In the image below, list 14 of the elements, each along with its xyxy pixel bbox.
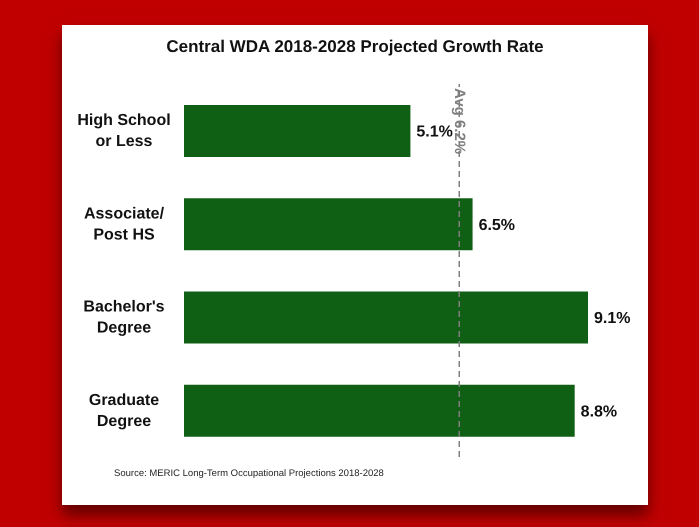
y-tick-label: Associate/ Post HS xyxy=(84,204,165,243)
bar xyxy=(184,292,588,344)
data-label: 9.1% xyxy=(594,310,630,328)
data-label: 5.1% xyxy=(416,124,453,141)
bar xyxy=(184,105,410,157)
chart-title: Central WDA 2018-2028 Projected Growth Rate xyxy=(165,37,545,57)
y-tick-label: Graduate Degree xyxy=(88,391,160,430)
y-tick-label: High School or Less xyxy=(77,112,171,150)
source-note: Source: MERIC Long-Term Occupational Projections 2018-2028 xyxy=(114,468,384,479)
data-label: 6.5% xyxy=(478,216,516,234)
bar xyxy=(184,198,473,250)
data-label: 8.8% xyxy=(580,403,618,420)
y-tick-label: Bachelor's Degree xyxy=(83,298,165,336)
bar xyxy=(184,384,575,437)
